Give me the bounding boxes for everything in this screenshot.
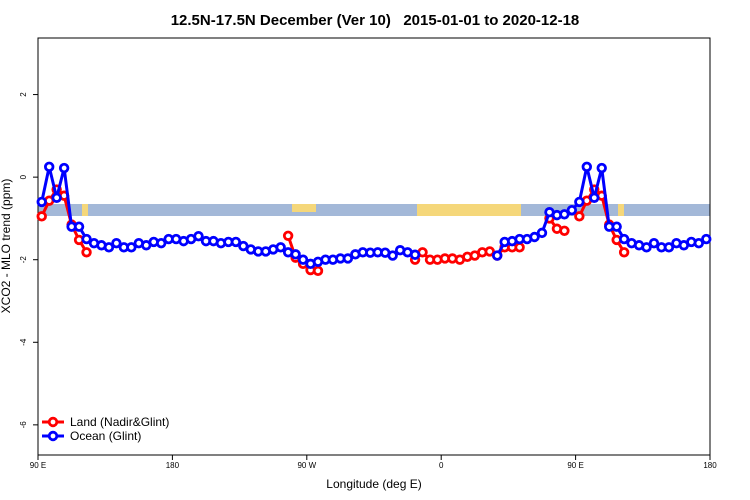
point bbox=[44, 161, 55, 173]
point bbox=[559, 209, 570, 220]
land-strip bbox=[82, 204, 88, 216]
point bbox=[387, 250, 398, 261]
point bbox=[701, 233, 712, 245]
legend-marker bbox=[47, 430, 59, 442]
point bbox=[81, 233, 92, 245]
point bbox=[126, 242, 137, 253]
point bbox=[111, 237, 122, 249]
point bbox=[342, 253, 354, 264]
point bbox=[514, 242, 525, 253]
point bbox=[51, 192, 62, 203]
y-tick-label: -2 bbox=[19, 256, 28, 264]
point bbox=[618, 233, 630, 245]
x-tick-label: 180 bbox=[703, 461, 717, 470]
point bbox=[492, 250, 503, 261]
point bbox=[73, 221, 85, 232]
plot-frame bbox=[37, 37, 711, 456]
point bbox=[282, 230, 294, 241]
x-tick-label: 90 E bbox=[30, 461, 46, 470]
point bbox=[641, 242, 652, 253]
point bbox=[193, 230, 204, 242]
point bbox=[611, 221, 622, 232]
land-strip bbox=[618, 204, 624, 216]
legend-marker bbox=[47, 416, 59, 428]
point bbox=[693, 237, 704, 249]
point bbox=[529, 231, 540, 243]
x-tick-label: 180 bbox=[166, 461, 180, 470]
ocean-strip bbox=[38, 204, 710, 216]
point bbox=[663, 242, 675, 253]
chart-title: 12.5N-17.5N December (Ver 10) 2015-01-01… bbox=[171, 12, 580, 29]
point bbox=[618, 247, 630, 258]
point bbox=[574, 211, 585, 222]
point bbox=[36, 196, 47, 208]
land-strip bbox=[292, 204, 316, 212]
point bbox=[36, 211, 47, 222]
y-tick-label: -6 bbox=[19, 421, 28, 429]
point bbox=[230, 236, 242, 248]
y-tick-label: -4 bbox=[19, 338, 28, 346]
point bbox=[58, 162, 70, 174]
x-axis-label: Longitude (deg E) bbox=[326, 477, 421, 491]
point bbox=[559, 225, 570, 237]
point bbox=[312, 265, 324, 277]
point bbox=[103, 242, 115, 253]
point bbox=[596, 162, 607, 174]
y-tick-label: 2 bbox=[19, 92, 28, 97]
y-tick-label: 0 bbox=[19, 174, 28, 179]
x-tick-label: 0 bbox=[439, 461, 444, 470]
point bbox=[275, 242, 286, 253]
point bbox=[566, 204, 578, 216]
point bbox=[581, 161, 592, 173]
point bbox=[574, 196, 585, 208]
point bbox=[409, 249, 421, 260]
legend-label: Ocean (Glint) bbox=[70, 429, 141, 443]
point bbox=[589, 192, 600, 203]
legend-label: Land (Nadir&Glint) bbox=[70, 415, 169, 429]
point bbox=[81, 247, 92, 258]
point bbox=[536, 227, 548, 239]
x-tick-label: 90 E bbox=[567, 461, 583, 470]
y-axis-label: XCO2 - MLO trend (ppm) bbox=[0, 179, 13, 314]
point bbox=[155, 237, 167, 249]
point bbox=[297, 254, 309, 265]
point bbox=[290, 249, 301, 260]
x-tick-label: 90 W bbox=[297, 461, 316, 470]
point bbox=[484, 246, 495, 257]
point bbox=[648, 237, 660, 249]
land-strip bbox=[417, 204, 521, 216]
